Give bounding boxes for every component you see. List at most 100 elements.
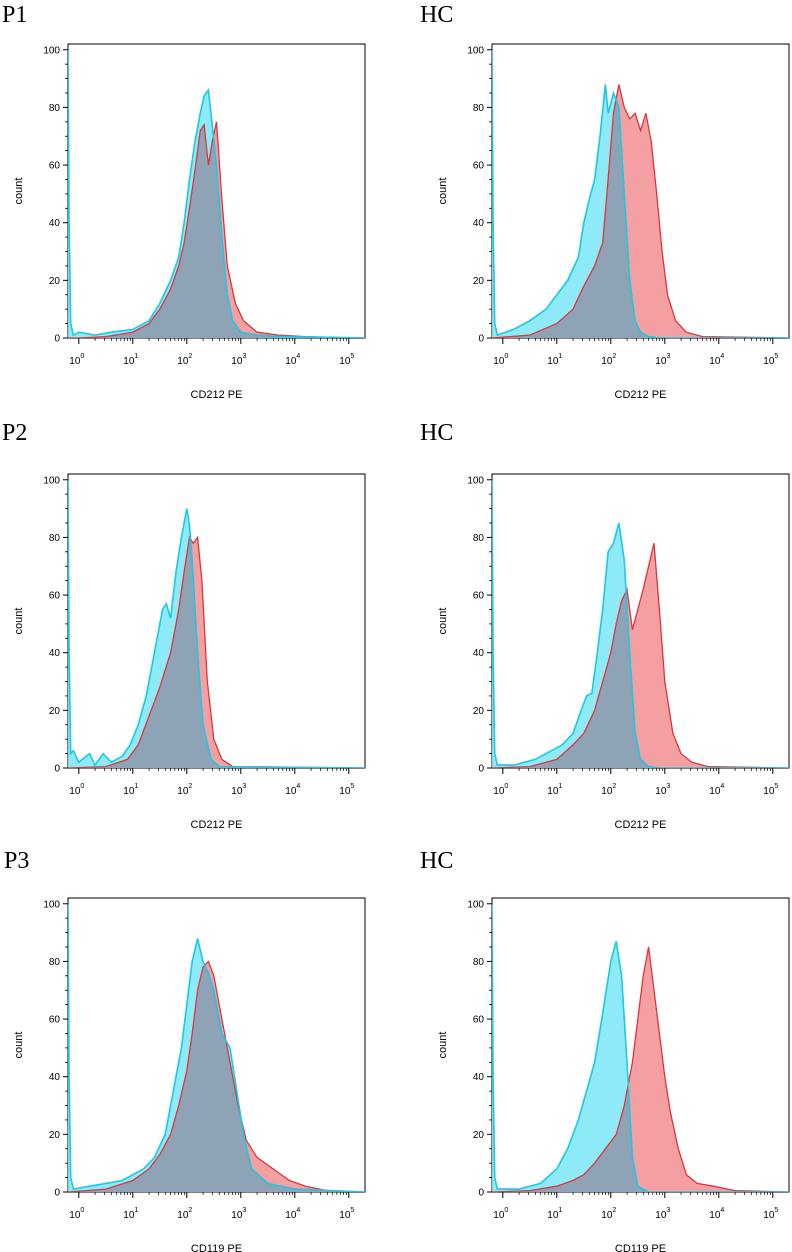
y-tick-label: 100 (43, 45, 60, 56)
y-tick-label: 80 (473, 103, 485, 114)
histogram-hc2-svg: HC 0 20 40 60 80 100 100 101 102 103 104 105 CD212 PE… (420, 420, 790, 830)
y-axis-label: count (13, 608, 25, 635)
series-overlap-fill (68, 121, 365, 338)
y-tick-label: 60 (49, 591, 61, 602)
x-tick-label: 102 (601, 783, 616, 797)
x-tick-label: 105 (763, 783, 778, 797)
y-tick-label: 100 (43, 475, 60, 486)
x-tick-label: 103 (231, 353, 246, 367)
panel-label: P2 (2, 420, 27, 446)
y-tick-label: 0 (54, 334, 60, 345)
x-axis-label: CD212 PE (191, 819, 243, 830)
x-tick-label: 101 (547, 783, 562, 797)
y-tick-label: 40 (473, 1072, 485, 1083)
histogram-p3-svg: P3 0 20 40 60 80 100 100 101 102 103 104 105 CD119 PE… (4, 848, 366, 1252)
x-tick-label: 103 (655, 1207, 670, 1221)
x-tick-label: 105 (339, 1207, 354, 1221)
series-group (68, 479, 365, 768)
series-stained-fill (492, 84, 789, 338)
x-tick-label: 105 (763, 353, 778, 367)
panel-label: P1 (2, 2, 27, 28)
series-overlap-fill (68, 537, 365, 768)
x-tick-label: 102 (601, 353, 616, 367)
y-axis-label: count (13, 178, 25, 205)
series-overlap-fill (68, 961, 365, 1192)
y-tick-label: 80 (49, 533, 61, 544)
x-tick-label: 101 (123, 783, 138, 797)
y-tick-label: 0 (54, 764, 60, 775)
series-control-line (492, 49, 789, 338)
x-tick-label: 100 (493, 1207, 508, 1221)
y-tick-label: 40 (473, 218, 485, 229)
series-control-fill (68, 479, 365, 768)
x-tick-label: 102 (177, 1207, 192, 1221)
y-axis-label: count (437, 178, 449, 205)
y-tick-label: 0 (54, 1188, 60, 1199)
x-tick-label: 102 (177, 353, 192, 367)
y-axis-label: count (437, 608, 449, 635)
histogram-panel-p2: P2 0 20 40 60 80 100 100 101 102 103 104 105 CD212 PE… (0, 420, 380, 830)
series-stained-fill (492, 947, 789, 1192)
x-tick-label: 103 (655, 353, 670, 367)
y-tick-label: 80 (473, 533, 485, 544)
y-tick-label: 0 (478, 764, 484, 775)
histogram-panel-hc-3: HC 0 20 40 60 80 100 100 101 102 103 104 105 CD119 PE… (412, 842, 792, 1252)
x-tick-label: 102 (177, 783, 192, 797)
series-group (492, 479, 789, 768)
x-tick-label: 101 (547, 1207, 562, 1221)
x-tick-label: 104 (709, 353, 724, 367)
x-axis-label: CD212 PE (615, 389, 667, 401)
x-tick-label: 100 (69, 1207, 84, 1221)
y-tick-label: 20 (473, 706, 485, 717)
y-axis-label: count (13, 1032, 25, 1059)
y-tick-label: 80 (49, 957, 61, 968)
x-tick-label: 101 (547, 353, 562, 367)
x-tick-label: 103 (231, 1207, 246, 1221)
series-stained-line (492, 946, 789, 1192)
y-tick-label: 20 (49, 706, 61, 717)
series-group (492, 49, 789, 338)
y-tick-label: 100 (467, 475, 484, 486)
y-tick-label: 20 (49, 1130, 61, 1141)
x-tick-label: 104 (709, 783, 724, 797)
y-tick-label: 60 (49, 1015, 61, 1026)
plot-frame (67, 473, 366, 769)
y-tick-label: 20 (49, 276, 61, 287)
y-tick-label: 40 (473, 648, 485, 659)
histogram-panel-p1: P1 0 20 40 60 80 100 100 101 102 103 104 105 CD212 PE… (0, 0, 380, 410)
y-tick-label: 20 (473, 1130, 485, 1141)
series-stained-line (492, 84, 789, 338)
histogram-hc3-svg: HC 0 20 40 60 80 100 100 101 102 103 104 105 CD119 PE… (420, 848, 790, 1252)
y-tick-label: 100 (43, 899, 60, 910)
x-axis-label: CD119 PE (191, 1243, 242, 1252)
x-tick-label: 104 (285, 1207, 300, 1221)
histogram-panel-hc-2: HC 0 20 40 60 80 100 100 101 102 103 104 105 CD212 PE… (412, 420, 792, 830)
histogram-panel-hc-1: HC 0 20 40 60 80 100 100 101 102 103 104 105 CD212 PE… (412, 0, 792, 410)
series-control-line (68, 49, 365, 338)
series-stained-line (68, 535, 365, 768)
series-stained-fill (492, 543, 789, 768)
histogram-p2-svg: P2 0 20 40 60 80 100 100 101 102 103 104 105 CD212 PE… (2, 420, 366, 830)
y-tick-label: 20 (473, 276, 485, 287)
y-tick-label: 80 (473, 957, 485, 968)
series-group (492, 903, 789, 1192)
series-control-line (68, 903, 365, 1192)
x-tick-label: 100 (69, 783, 84, 797)
series-stained-line (68, 121, 365, 338)
panel-label: HC (420, 2, 453, 28)
series-group (68, 903, 365, 1192)
series-control-line (68, 479, 365, 768)
y-tick-label: 40 (49, 1072, 61, 1083)
histogram-hc1-svg: HC 0 20 40 60 80 100 100 101 102 103 104 105 CD212 PE… (420, 2, 790, 401)
y-axis-label: count (437, 1032, 449, 1059)
series-group (68, 49, 365, 338)
x-tick-label: 105 (339, 783, 354, 797)
series-stained-line (492, 543, 789, 768)
x-tick-label: 101 (123, 353, 138, 367)
y-tick-label: 60 (49, 161, 61, 172)
x-tick-label: 100 (493, 783, 508, 797)
y-tick-label: 0 (478, 334, 484, 345)
x-tick-label: 104 (285, 783, 300, 797)
x-tick-label: 100 (69, 353, 84, 367)
x-tick-label: 105 (763, 1207, 778, 1221)
